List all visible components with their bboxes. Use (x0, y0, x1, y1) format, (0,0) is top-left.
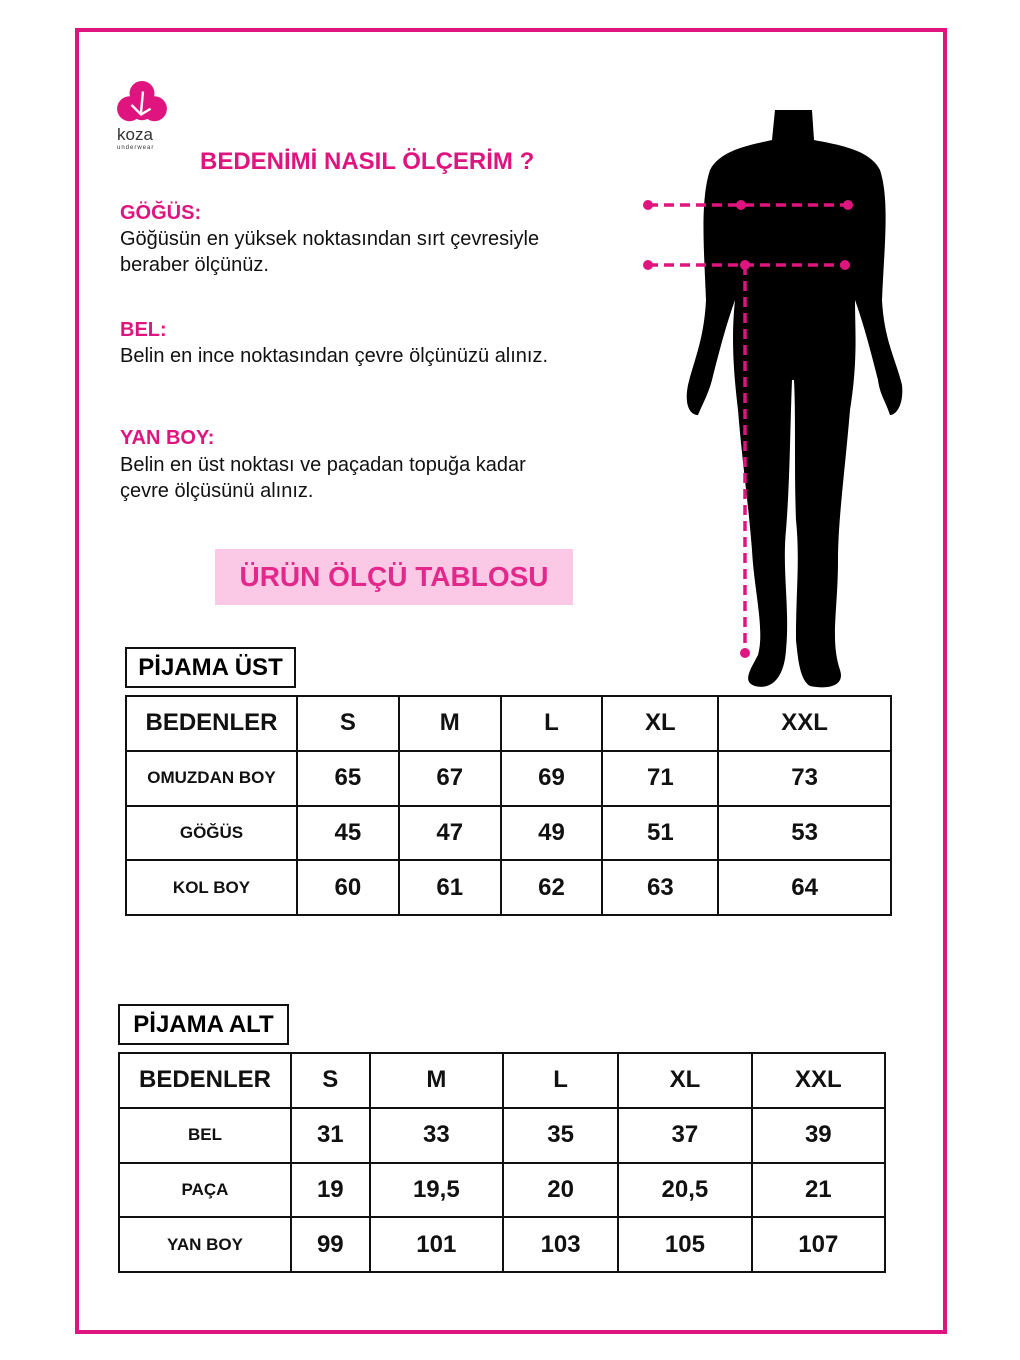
cell: 107 (750, 1216, 887, 1273)
cell: 61 (397, 859, 502, 916)
cell: 21 (750, 1161, 887, 1219)
cell: 33 (368, 1106, 505, 1164)
table-header-row: BEDENLER S M L XL XXL (125, 695, 892, 752)
header-cell: L (499, 695, 604, 752)
cell: 73 (717, 749, 892, 807)
header-cell: XXL (717, 695, 892, 752)
cell: 63 (601, 859, 720, 916)
section-text: Göğüsün en yüksek noktasından sırt çevre… (120, 226, 539, 278)
cell: 53 (717, 804, 892, 862)
header-cell: XXL (750, 1052, 887, 1109)
brand-tagline: underwear (117, 145, 155, 151)
cell: 20 (502, 1161, 620, 1219)
cell: 39 (750, 1106, 887, 1164)
cell: 69 (499, 749, 604, 807)
text-line: Belin en ince noktasından çevre ölçünüzü… (120, 345, 549, 367)
section-heading: YAN BOY: (120, 427, 215, 449)
row-label: OMUZDAN BOY (125, 749, 298, 807)
brand-name: koza (117, 125, 153, 144)
header-cell: BEDENLER (118, 1052, 292, 1109)
cell: 64 (717, 859, 892, 916)
cell: 103 (502, 1216, 620, 1273)
section-heading: GÖĞÜS: (120, 202, 202, 224)
cell: 65 (296, 749, 400, 807)
cotton-flower-icon (117, 80, 167, 122)
header-cell: XL (617, 1052, 753, 1109)
page-title: BEDENİMİ NASIL ÖLÇERİM ? (200, 148, 535, 175)
cell: 45 (296, 804, 400, 862)
cell: 31 (290, 1106, 371, 1164)
header-cell: BEDENLER (125, 695, 298, 752)
cell: 62 (499, 859, 604, 916)
body-silhouette-illustration (643, 110, 903, 688)
row-label: KOL BOY (125, 859, 298, 916)
cell: 51 (601, 804, 720, 862)
size-table-top: BEDENLER S M L XL XXL OMUZDAN BOY 65 67 69 7… (125, 695, 892, 916)
text-line: beraber ölçünüz. (120, 254, 269, 276)
table-row: PAÇA 19 19,5 20 20,5 21 (118, 1161, 887, 1219)
text-line: Belin en üst noktası ve paçadan topuğa k… (120, 454, 526, 476)
table-row: YAN BOY 99 101 103 105 107 (118, 1216, 887, 1273)
section-heading: BEL: (120, 319, 167, 341)
brand-logo: koza underwear (117, 80, 177, 153)
cell: 67 (397, 749, 502, 807)
size-table-bottom: BEDENLER S M L XL XXL BEL 31 33 35 37 39 PAÇA… (118, 1052, 887, 1273)
table-label-top: PİJAMA ÜST (125, 647, 296, 688)
table-label-bottom: PİJAMA ALT (118, 1004, 289, 1045)
row-label: PAÇA (118, 1161, 292, 1219)
cell: 101 (368, 1216, 505, 1273)
header-cell: M (368, 1052, 505, 1109)
cell: 105 (617, 1216, 753, 1273)
table-header-row: BEDENLER S M L XL XXL (118, 1052, 887, 1109)
text-line: Göğüsün en yüksek noktasından sırt çevre… (120, 228, 540, 250)
header-cell: L (502, 1052, 620, 1109)
cell: 19 (290, 1161, 371, 1219)
row-label: YAN BOY (118, 1216, 292, 1273)
table-row: OMUZDAN BOY 65 67 69 71 73 (125, 749, 892, 807)
section-text: Belin en üst noktası ve paçadan topuğa k… (120, 452, 526, 504)
table-row: BEL 31 33 35 37 39 (118, 1106, 887, 1164)
cell: 35 (502, 1106, 620, 1164)
text-line: çevre ölçüsünü alınız. (120, 480, 314, 502)
cell: 20,5 (617, 1161, 753, 1219)
cell: 49 (499, 804, 604, 862)
cell: 37 (617, 1106, 753, 1164)
size-table-banner: ÜRÜN ÖLÇÜ TABLOSU (215, 549, 573, 605)
header-cell: M (397, 695, 502, 752)
header-cell: XL (601, 695, 720, 752)
cell: 60 (296, 859, 400, 916)
table-row: KOL BOY 60 61 62 63 64 (125, 859, 892, 916)
row-label: BEL (118, 1106, 292, 1164)
cell: 19,5 (368, 1161, 505, 1219)
cell: 71 (601, 749, 720, 807)
page-frame (75, 28, 947, 1334)
cell: 99 (290, 1216, 371, 1273)
row-label: GÖĞÜS (125, 804, 298, 862)
table-row: GÖĞÜS 45 47 49 51 53 (125, 804, 892, 862)
cell: 47 (397, 804, 502, 862)
header-cell: S (296, 695, 400, 752)
section-text: Belin en ince noktasından çevre ölçünüzü… (120, 343, 548, 369)
header-cell: S (290, 1052, 371, 1109)
